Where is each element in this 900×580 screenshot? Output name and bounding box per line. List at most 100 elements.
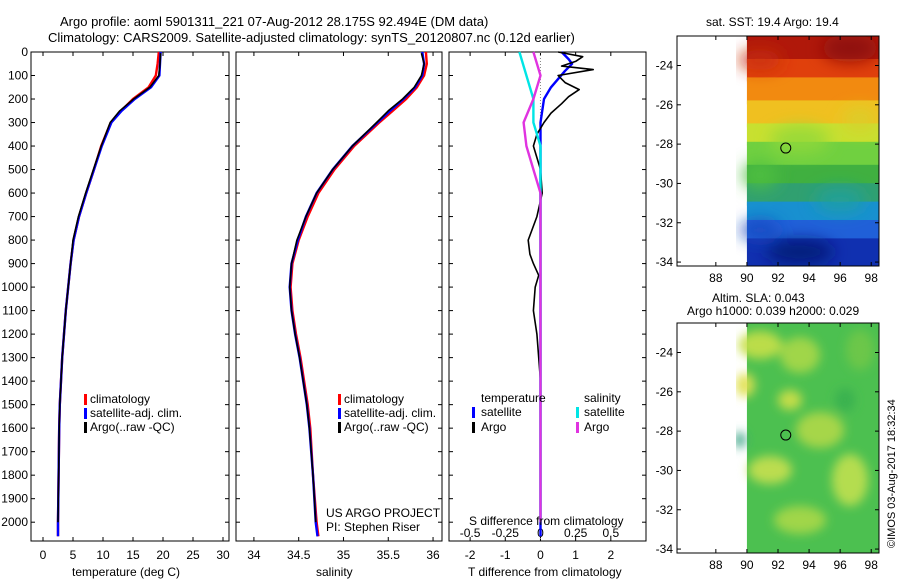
map-field	[736, 323, 879, 553]
sst-blob	[814, 188, 866, 212]
legend-swatch-satellite	[84, 408, 87, 419]
map-y-tick-label: -32	[656, 503, 674, 517]
legend-climatology: climatology	[90, 392, 151, 406]
map-x-tick-label: 98	[865, 271, 879, 285]
profile-location-marker	[780, 429, 792, 441]
sla-blob	[748, 456, 792, 484]
legend-swatch-climatology	[338, 394, 341, 405]
sla-map: -24 -26 -28 -30 -32 -34 88 90 92 94 96 98	[656, 322, 880, 572]
map-x-tick-label: 92	[771, 558, 785, 572]
map-y-tick-label: -24	[656, 345, 674, 359]
y-tick-label: 1500	[1, 398, 28, 412]
sst-blob	[822, 36, 878, 62]
sst-band	[746, 59, 879, 82]
sla-blob	[738, 331, 782, 359]
series-line-1-1	[56, 51, 160, 537]
sla-blob	[736, 373, 755, 397]
map-y-tick-label: -30	[656, 463, 674, 477]
y-tick-label: 2000	[1, 515, 28, 529]
sla-blob	[796, 412, 844, 448]
legend-swatch-s-argo	[576, 422, 579, 433]
sst-band	[746, 220, 879, 243]
y-tick-label: 1700	[1, 445, 28, 459]
map-y-tick-label: -26	[656, 98, 674, 112]
x-tick-label: 35	[337, 548, 351, 562]
x-tick-label: 36	[426, 548, 440, 562]
x-tick-label: 34.5	[287, 548, 311, 562]
y-tick-label: 800	[8, 233, 28, 247]
map-x-tick-label: 92	[771, 271, 785, 285]
sst-blob	[770, 126, 830, 154]
legend-satellite-adj: satellite-adj. clim.	[344, 406, 437, 420]
y-tick-label: 0	[21, 45, 28, 59]
x-tick-label: 34	[247, 548, 261, 562]
x-tick-label: 5	[70, 548, 77, 562]
legend-swatch-climatology	[84, 394, 87, 405]
legend-swatch-argo	[338, 422, 341, 433]
map-y-tick-label: -26	[656, 385, 674, 399]
y-tick-label: 300	[8, 116, 28, 130]
map-x-tick-label: 88	[709, 271, 723, 285]
sla-blob	[835, 388, 855, 412]
map-x-tick-label: 88	[709, 558, 723, 572]
header-line-2: Climatology: CARS2009. Satellite-adjuste…	[48, 30, 575, 45]
legend-climatology: climatology	[344, 392, 405, 406]
sla-map-title: Altim. SLA: 0.043	[712, 291, 805, 305]
y-tick-label: 600	[8, 186, 28, 200]
x-tick-label: 0	[40, 548, 47, 562]
sla-blob	[736, 432, 746, 448]
plot-frame	[30, 51, 230, 542]
profile-panel-1: 0100200300400500600700800900100011001200…	[1, 45, 230, 562]
legend-swatch-argo	[84, 422, 87, 433]
series-line-1-3	[57, 53, 162, 523]
y-tick-label: 400	[8, 139, 28, 153]
sla-blob	[774, 506, 826, 534]
sla-blob	[832, 454, 868, 506]
map-x-tick-label: 94	[802, 558, 816, 572]
map-y-tick-label: -34	[656, 542, 674, 556]
y-tick-label: 100	[8, 69, 28, 83]
sla-blob	[778, 390, 802, 410]
x-tick-label: 25	[186, 548, 200, 562]
y-tick-label: 200	[8, 92, 28, 106]
sst-texture	[738, 36, 878, 264]
x-tick-label: -2	[465, 548, 476, 562]
sst-band	[746, 164, 879, 188]
profile-panel-2: 34 34.5 35 35.5 36	[235, 51, 443, 562]
legend-swatch-s-satellite	[576, 407, 579, 418]
x-tick-label: 0	[537, 548, 544, 562]
legend-argo: Argo(..raw -QC)	[90, 420, 175, 434]
sla-texture	[736, 330, 874, 534]
series-line-3-2	[527, 51, 595, 523]
sst-blob	[738, 50, 782, 70]
map-x-tick-label: 96	[833, 271, 847, 285]
t-diff-axis-label: T difference from climatology	[468, 565, 622, 579]
x-tick-label: 10	[96, 548, 110, 562]
legend-t-argo: Argo	[481, 420, 507, 434]
y-tick-label: 1300	[1, 351, 28, 365]
y-tick-label: 700	[8, 210, 28, 224]
series-line-3-1	[539, 51, 574, 537]
legend-s-satellite: satellite	[584, 405, 625, 419]
sst-band	[746, 77, 879, 105]
y-tick-label: 900	[8, 257, 28, 271]
map-x-tick-label: 90	[740, 271, 754, 285]
map-y-tick-label: -34	[656, 255, 674, 269]
y-tick-label: 1200	[1, 327, 28, 341]
x-tick-label: 2	[607, 548, 614, 562]
profile-location-marker	[780, 142, 792, 154]
legend-swatch-satellite	[338, 408, 341, 419]
map-y-tick-label: -24	[656, 58, 674, 72]
s-tick-label: 0.5	[602, 526, 619, 540]
map-x-tick-label: 96	[833, 558, 847, 572]
sst-blob	[842, 108, 878, 132]
legend-title-salinity: salinity	[584, 391, 621, 405]
x-tick-label: 20	[156, 548, 170, 562]
legend-argo: Argo(..raw -QC)	[344, 420, 429, 434]
map-y-tick-label: -32	[656, 216, 674, 230]
y-tick-label: 1900	[1, 492, 28, 506]
series-line-3-4	[522, 51, 542, 523]
x-tick-label: 15	[126, 548, 140, 562]
